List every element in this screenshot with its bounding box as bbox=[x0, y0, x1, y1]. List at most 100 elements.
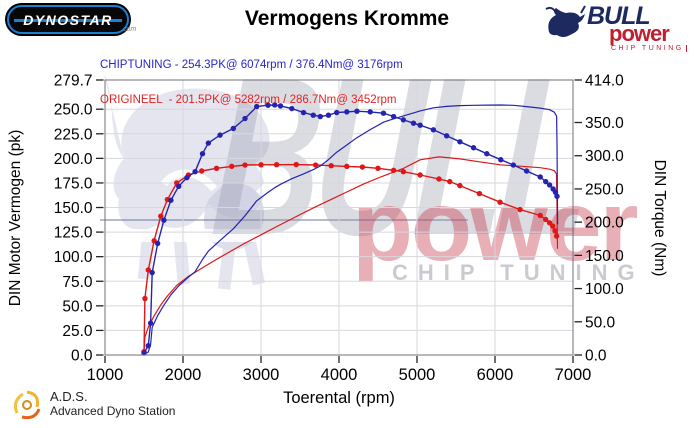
series-chiptuning-koppel-marker bbox=[325, 112, 332, 118]
series-origineel-koppel-marker bbox=[552, 228, 558, 234]
x-tick-label: 3000 bbox=[243, 366, 280, 384]
dynostar-blue-stripe bbox=[14, 19, 122, 22]
series-origineel-koppel-marker bbox=[537, 212, 543, 219]
page-title: Vermogens Kromme bbox=[244, 7, 450, 30]
y-tick-label-left: 125.0 bbox=[54, 225, 93, 242]
series-chiptuning-koppel-marker bbox=[333, 109, 340, 116]
bull-icon-tail bbox=[580, 5, 586, 14]
y-tick-label-left: 50.0 bbox=[62, 298, 93, 315]
series-origineel-koppel-marker bbox=[258, 162, 264, 168]
series-origineel-koppel-marker bbox=[517, 206, 523, 213]
series-origineel-koppel-marker bbox=[543, 216, 549, 223]
y-tick-label-right: 414.0 bbox=[585, 73, 624, 90]
y-tick-label-right: 150.0 bbox=[585, 248, 624, 265]
series-chiptuning-koppel-marker bbox=[141, 350, 147, 356]
series-chiptuning-koppel-marker bbox=[184, 174, 190, 181]
swirl-arm-2 bbox=[21, 408, 41, 420]
series-origineel-koppel-marker bbox=[344, 163, 350, 170]
x-tick-label: 5000 bbox=[399, 366, 436, 384]
series-chiptuning-koppel-marker bbox=[510, 162, 517, 168]
series-chiptuning-koppel-marker bbox=[390, 113, 397, 120]
y-tick-label-left: 175.0 bbox=[54, 175, 93, 192]
dynostar-logo-text: DYNOSTAR bbox=[23, 11, 113, 28]
y-tick-label-right: 50.0 bbox=[585, 314, 616, 331]
series-origineel-koppel-marker bbox=[497, 199, 503, 205]
bull-horn-right bbox=[256, 177, 303, 197]
bull-icon-body bbox=[548, 8, 585, 37]
series-chiptuning-koppel-marker bbox=[523, 168, 530, 174]
series-origineel-koppel-marker bbox=[550, 223, 556, 229]
series-origineel-koppel-marker bbox=[436, 176, 442, 182]
series-chiptuning-koppel-marker bbox=[546, 182, 553, 188]
series-origineel-koppel-marker bbox=[359, 164, 366, 170]
series-origineel-koppel-marker bbox=[312, 162, 319, 168]
series-chiptuning-koppel-marker bbox=[344, 109, 350, 115]
series-chiptuning-koppel-marker bbox=[242, 115, 248, 122]
series-chiptuning-koppel-marker bbox=[417, 122, 423, 128]
series-chiptuning-koppel-marker bbox=[470, 145, 477, 151]
y-tick-label-left: 25.0 bbox=[62, 323, 93, 340]
x-tick-label: 2000 bbox=[165, 366, 202, 384]
series-chiptuning-koppel-marker bbox=[484, 151, 490, 157]
series-chiptuning-koppel-marker bbox=[154, 240, 161, 247]
series-origineel-koppel-marker bbox=[199, 168, 205, 174]
bull-logo-word-bull: BULL bbox=[587, 2, 651, 30]
y-tick-label-left: 0.0 bbox=[71, 348, 93, 365]
series-chiptuning-koppel-marker bbox=[168, 197, 174, 203]
y-axis-title-left: DIN Motor Vermogen (pk) bbox=[7, 130, 24, 307]
series-origineel-koppel-marker bbox=[457, 182, 463, 189]
series-origineel-koppel-marker bbox=[447, 178, 453, 185]
series-chiptuning-koppel-marker bbox=[254, 103, 260, 110]
dynostar-logo: DYNOSTAR bbox=[7, 5, 129, 34]
bull-logo-word-chip-tuning: CHIP TUNING bbox=[611, 45, 687, 52]
series-chiptuning-koppel-marker bbox=[230, 125, 237, 132]
series-origineel-koppel-marker bbox=[273, 161, 280, 168]
series-origineel-koppel-marker bbox=[142, 295, 148, 302]
series-chiptuning-koppel-marker bbox=[272, 102, 278, 108]
ads-swirl-icon bbox=[14, 390, 41, 420]
series-chiptuning-koppel-marker bbox=[310, 112, 316, 118]
ads-footer: A.D.S. Advanced Dyno Station bbox=[10, 388, 230, 426]
series-chiptuning-koppel-marker bbox=[161, 217, 167, 223]
bull-icon-horn bbox=[545, 6, 556, 12]
y-tick-label-left: 279.7 bbox=[54, 73, 93, 90]
y-tick-label-left: 150.0 bbox=[54, 200, 93, 217]
series-chiptuning-koppel-marker bbox=[147, 320, 154, 326]
plot-border bbox=[104, 79, 574, 356]
series-origineel-koppel-marker bbox=[417, 172, 423, 178]
series-chiptuning-koppel-marker bbox=[457, 139, 463, 145]
series-chiptuning-koppel-marker bbox=[410, 120, 417, 126]
x-axis-title: Toerental (rpm) bbox=[283, 389, 395, 407]
series-chiptuning-koppel-marker bbox=[537, 174, 543, 180]
legend-chiptuning: CHIPTUNING - 254.3PK@ 6074rpm / 376.4Nm@… bbox=[100, 59, 403, 71]
y-tick-label-left: 75.0 bbox=[62, 274, 93, 291]
ads-subtitle: Advanced Dyno Station bbox=[50, 404, 176, 418]
series-chiptuning-koppel-marker bbox=[265, 102, 271, 108]
bull-power-icon bbox=[545, 5, 586, 37]
dynostar-logo-sub: .com bbox=[121, 26, 137, 33]
series-origineel-koppel-marker bbox=[293, 161, 299, 168]
series-chiptuning-koppel-marker bbox=[300, 109, 307, 116]
legend: CHIPTUNING - 254.3PK@ 6074rpm / 376.4Nm@… bbox=[100, 37, 403, 129]
series-origineel-vermogen-line bbox=[143, 156, 559, 354]
series-chiptuning-koppel-marker bbox=[176, 183, 182, 189]
series-origineel-koppel-marker bbox=[328, 162, 334, 169]
series-origineel-koppel-marker bbox=[242, 162, 248, 168]
watermark-underline bbox=[100, 219, 468, 221]
series-chiptuning-koppel-marker bbox=[554, 193, 560, 199]
y-tick-label-right: 200.0 bbox=[585, 215, 624, 232]
series-chiptuning-koppel-marker bbox=[400, 117, 407, 123]
x-tick-label: 1000 bbox=[87, 366, 124, 384]
series-origineel-koppel-marker bbox=[390, 167, 397, 174]
y-tick-label-right: 300.0 bbox=[585, 148, 624, 165]
series-origineel-koppel-marker bbox=[553, 233, 560, 239]
series-chiptuning-koppel-marker bbox=[145, 343, 151, 349]
series-origineel-koppel-marker bbox=[229, 163, 235, 170]
x-tick-label: 4000 bbox=[321, 366, 358, 384]
series-chiptuning-koppel-marker bbox=[443, 133, 450, 139]
series-chiptuning-koppel-marker bbox=[354, 108, 360, 114]
series-origineel-koppel-marker bbox=[158, 213, 164, 219]
series-chiptuning-koppel-marker bbox=[199, 151, 206, 157]
series-chiptuning-koppel-marker bbox=[277, 103, 284, 109]
